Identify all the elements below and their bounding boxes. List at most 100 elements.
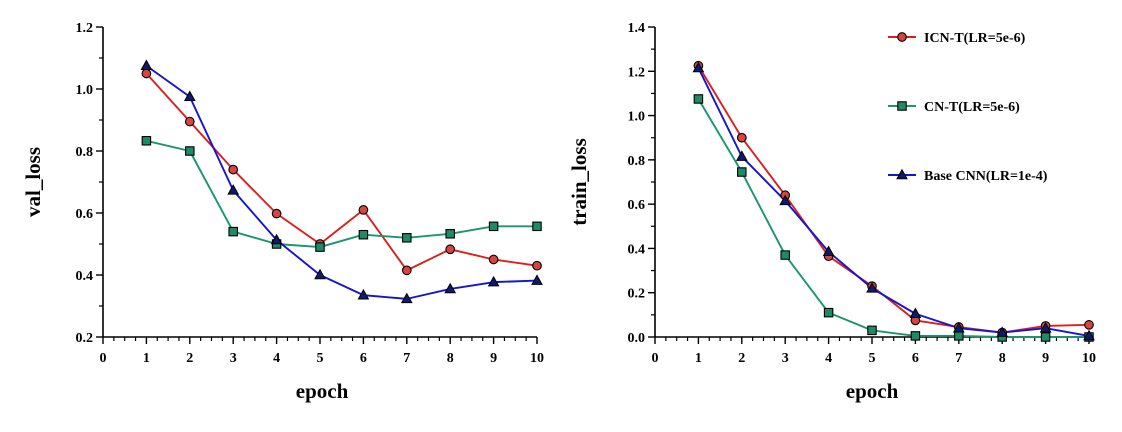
val-y-tick-label: 0.8	[76, 145, 94, 160]
train-point-cn-t-lr-5e-6	[693, 94, 704, 104]
val-x-tick-label: 9	[490, 351, 497, 366]
train-x-tick-label: 2	[738, 351, 745, 366]
train-point-base-cnn-lr-1e-4	[1039, 321, 1052, 333]
val-point-icn-t-lr-5e-6	[532, 260, 542, 271]
val-point-base-cnn-lr-1e-4	[183, 90, 196, 102]
val-x-tick-label: 0	[100, 351, 107, 366]
train-y-tick-label: 0.2	[628, 287, 646, 302]
val-y-tick-label: 0.4	[76, 269, 94, 284]
val-point-cn-t-lr-5e-6	[532, 221, 542, 232]
val-point-base-cnn-lr-1e-4	[531, 274, 543, 285]
val-point-base-cnn-lr-1e-4	[444, 282, 457, 294]
train-point-base-cnn-lr-1e-4	[996, 326, 1009, 337]
val-point-icn-t-lr-5e-6	[358, 205, 369, 215]
train-y-tick-label: 0.0	[628, 331, 646, 346]
train-point-base-cnn-lr-1e-4	[866, 282, 878, 293]
val-x-tick-label: 1	[143, 351, 150, 366]
train-point-cn-t-lr-5e-6	[910, 331, 921, 341]
legend-marker-icn-t-lr-5e-6	[897, 32, 907, 42]
train-point-base-cnn-lr-1e-4	[909, 307, 922, 319]
train-point-base-cnn-lr-1e-4	[779, 194, 792, 206]
val-point-cn-t-lr-5e-6	[228, 226, 238, 237]
val-point-icn-t-lr-5e-6	[184, 116, 195, 127]
train-point-cn-t-lr-5e-6	[780, 250, 790, 260]
train-x-tick-label: 10	[1082, 351, 1096, 366]
val-point-base-cnn-lr-1e-4	[140, 59, 153, 71]
train-x-tick-label: 7	[955, 351, 962, 366]
val-point-cn-t-lr-5e-6	[185, 146, 195, 156]
train-y-tick-label: 0.4	[628, 242, 646, 257]
train-x-tick-label: 9	[1042, 351, 1049, 366]
train-y-tick-label: 1.4	[628, 21, 646, 36]
train-y-tick-label: 0.6	[628, 198, 646, 213]
legend-label-base-cnn-lr-1e-4: Base CNN(LR=1e-4)	[924, 169, 1048, 184]
val-series-line-base-cnn-lr-1e-4	[145, 64, 538, 300]
train-x-tick-label: 3	[782, 351, 789, 366]
train-y-axis-title: train_loss	[567, 138, 591, 226]
train-y-tick-label: 1.0	[628, 110, 646, 125]
val-point-base-cnn-lr-1e-4	[227, 184, 240, 195]
val-point-cn-t-lr-5e-6	[488, 221, 499, 232]
legend-label-cn-t-lr-5e-6: CN-T(LR=5e-6)	[924, 100, 1020, 115]
train-point-icn-t-lr-5e-6	[736, 132, 747, 143]
train-point-base-cnn-lr-1e-4	[952, 321, 965, 333]
val-x-tick-label: 3	[230, 351, 237, 366]
val-point-cn-t-lr-5e-6	[402, 233, 412, 243]
legend-label-icn-t-lr-5e-6: ICN-T(LR=5e-6)	[924, 31, 1026, 46]
train-point-cn-t-lr-5e-6	[737, 167, 747, 177]
train-point-cn-t-lr-5e-6	[1040, 332, 1051, 342]
val-x-tick-label: 4	[273, 351, 280, 366]
train-point-base-cnn-lr-1e-4	[822, 245, 835, 257]
train-y-tick-label: 1.2	[628, 65, 646, 80]
val-point-cn-t-lr-5e-6	[358, 229, 369, 240]
train-point-cn-t-lr-5e-6	[954, 331, 964, 341]
val-point-icn-t-lr-5e-6	[228, 164, 239, 175]
train-x-tick-label: 6	[912, 351, 919, 366]
train-x-tick-label: 4	[825, 351, 832, 366]
val-point-base-cnn-lr-1e-4	[487, 275, 500, 287]
val-point-base-cnn-lr-1e-4	[270, 233, 283, 245]
val-y-axis-title: val_loss	[21, 147, 45, 217]
legend-marker-cn-t-lr-5e-6	[897, 101, 907, 111]
train-x-tick-label: 5	[869, 351, 876, 366]
train-point-base-cnn-lr-1e-4	[1083, 329, 1095, 341]
val-y-tick-label: 0.2	[76, 331, 94, 346]
val-y-tick-label: 1.0	[76, 83, 94, 98]
val-point-icn-t-lr-5e-6	[488, 254, 499, 265]
train-x-axis-title: epoch	[846, 379, 899, 403]
val-series-line-cn-t-lr-5e-6	[146, 139, 537, 249]
val-point-icn-t-lr-5e-6	[271, 208, 282, 219]
train-series-line-cn-t-lr-5e-6	[697, 98, 1089, 338]
train-point-cn-t-lr-5e-6	[867, 325, 877, 336]
legend: ICN-T(LR=5e-6) CN-T(LR=5e-6) Base CNN(LR=1…	[888, 31, 1048, 184]
val-point-base-cnn-lr-1e-4	[400, 292, 413, 304]
train-x-tick-label: 0	[652, 351, 659, 366]
val-loss-chart: 0 1 2 3 4 5 6 7 8 9 10 0.2 0.4 0.6 0.8 1.0 1.2 epoch val_l…	[21, 21, 544, 403]
train-y-tick-label: 0.8	[628, 154, 646, 169]
val-point-cn-t-lr-5e-6	[445, 229, 455, 239]
val-point-icn-t-lr-5e-6	[141, 68, 152, 79]
val-point-cn-t-lr-5e-6	[315, 242, 325, 252]
val-x-tick-label: 5	[317, 351, 324, 366]
val-point-base-cnn-lr-1e-4	[314, 268, 326, 280]
val-x-axis-title: epoch	[296, 379, 349, 403]
val-y-tick-label: 1.2	[76, 21, 94, 36]
val-point-cn-t-lr-5e-6	[141, 136, 152, 146]
val-point-base-cnn-lr-1e-4	[357, 288, 370, 300]
val-point-icn-t-lr-5e-6	[445, 244, 456, 255]
val-x-tick-label: 6	[360, 351, 367, 366]
train-point-icn-t-lr-5e-6	[1084, 319, 1094, 330]
train-loss-chart: 0 1 2 3 4 5 6 7 8 9 10 0.0 0.2 0.4 0.6 0.8 1.0 1.2 1.4 epoc…	[567, 21, 1096, 403]
val-point-icn-t-lr-5e-6	[401, 265, 412, 276]
train-point-base-cnn-lr-1e-4	[735, 150, 748, 161]
train-point-base-cnn-lr-1e-4	[692, 61, 705, 73]
val-x-tick-label: 7	[403, 351, 410, 366]
train-point-cn-t-lr-5e-6	[823, 307, 834, 318]
legend-marker-base-cnn-lr-1e-4	[896, 168, 908, 180]
train-series-line-base-cnn-lr-1e-4	[697, 67, 1090, 337]
val-x-tick-label: 8	[447, 351, 454, 366]
val-x-tick-label: 10	[530, 351, 544, 366]
train-series-line-icn-t-lr-5e-6	[697, 65, 1090, 334]
val-x-tick-label: 2	[186, 351, 193, 366]
